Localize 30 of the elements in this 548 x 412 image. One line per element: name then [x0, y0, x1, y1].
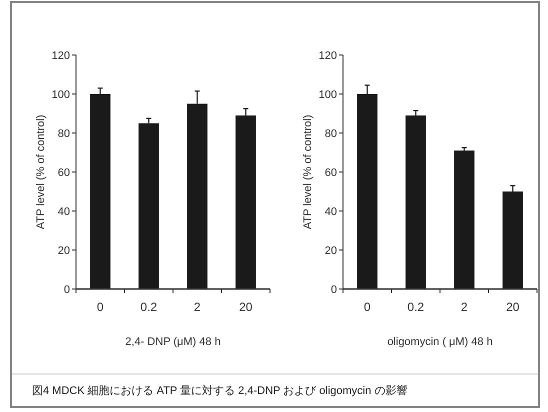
- bar: [454, 150, 474, 289]
- y-axis-title: ATP level (% of control): [35, 114, 47, 230]
- y-axis-title: ATP level (% of control): [302, 114, 314, 230]
- y-tick-label: 120: [52, 50, 70, 62]
- y-tick-label: 20: [58, 244, 70, 257]
- x-tick-label: 0: [96, 300, 104, 314]
- bar: [406, 115, 426, 289]
- x-axis-title: 2,4- DNP (μM) 48 h: [125, 336, 221, 348]
- y-tick-label: 40: [58, 206, 70, 218]
- y-tick-label: 100: [52, 88, 70, 101]
- x-tick-label: 20: [506, 300, 520, 314]
- y-tick-label: 80: [58, 128, 70, 140]
- x-tick-label: 20: [239, 300, 253, 314]
- caption: 図4 MDCK 細胞における ATP 量に対する 2,4-DNP および oligomycin の影響: [32, 384, 408, 397]
- y-tick-label: 80: [324, 128, 337, 140]
- x-tick-label: 0.2: [407, 300, 424, 314]
- y-tick-label: 100: [318, 88, 337, 101]
- x-axis-title: oligomycin ( μM) 48 h: [387, 336, 493, 348]
- y-tick-label: 120: [318, 50, 337, 62]
- x-tick-label: 2: [194, 300, 201, 314]
- y-tick-label: 60: [324, 166, 337, 179]
- bar: [138, 123, 159, 289]
- y-tick-label: 0: [330, 284, 337, 296]
- x-tick-label: 2: [460, 300, 468, 314]
- x-tick-label: 0.2: [140, 300, 158, 314]
- x-tick-label: 0: [364, 300, 371, 314]
- y-tick-label: 0: [64, 284, 70, 296]
- y-tick-label: 60: [58, 166, 70, 179]
- y-tick-label: 20: [324, 244, 337, 257]
- y-tick-label: 40: [324, 206, 337, 218]
